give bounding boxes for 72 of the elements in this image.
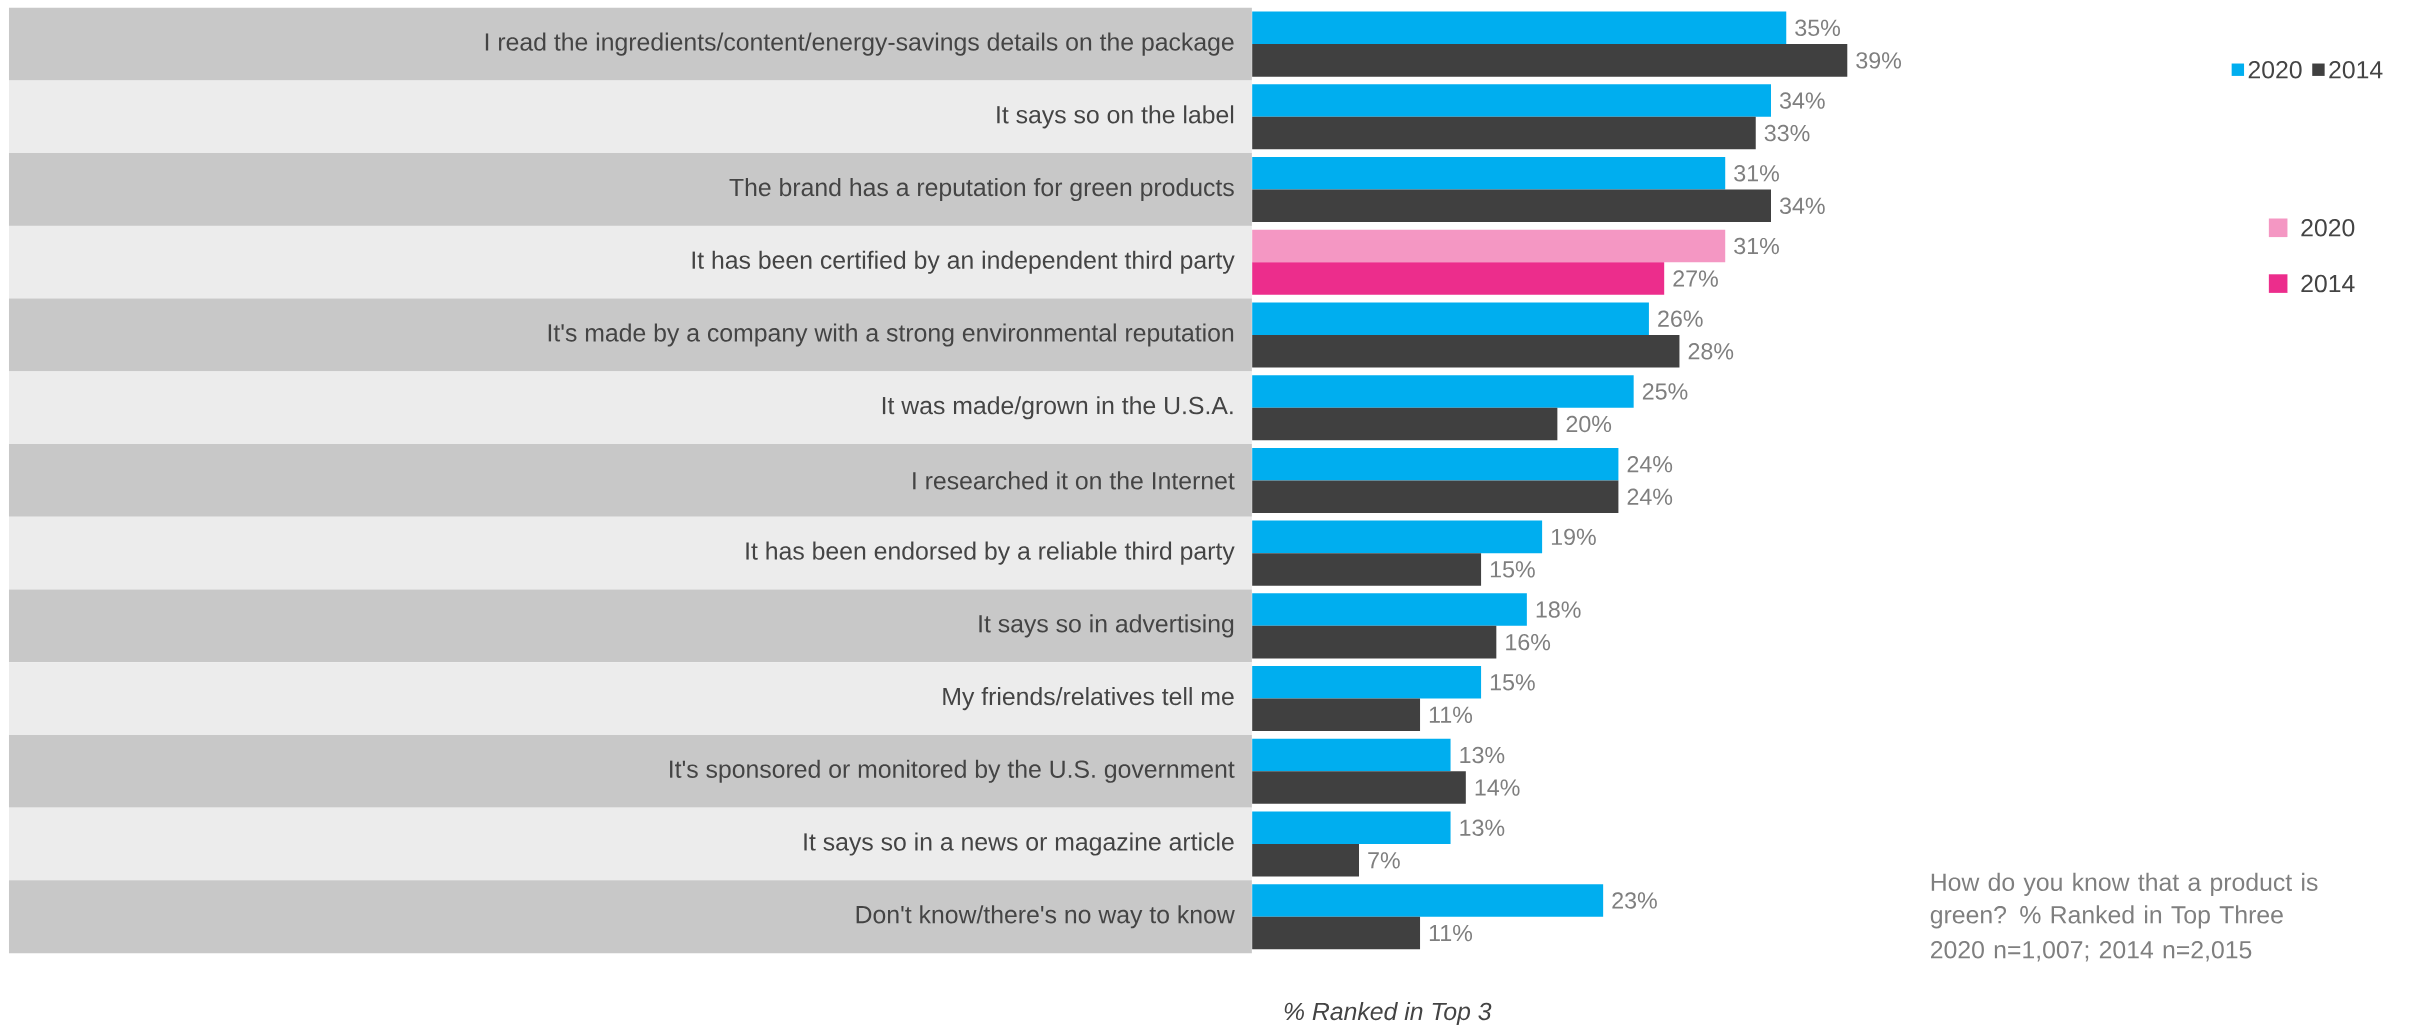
data-label: 11% [1429,924,1473,941]
y-tick-label: It says so in a news or magazine article [804,832,1234,856]
y-tick-label: I researched it on the Internet [913,471,1235,490]
bar [1252,447,1619,481]
y-tick-label: The brand has a reputation for green products [729,177,1234,201]
bar [1252,520,1543,553]
data-label: 19% [1551,528,1596,545]
data-label: 20% [1566,415,1612,432]
data-label: 15% [1490,561,1535,578]
data-label: 35% [1795,19,1840,36]
text: 2014 [2329,60,2383,79]
legend-label: 2014 [2301,274,2355,293]
data-label: 25% [1642,382,1688,400]
data-label: 39% [1856,51,1902,69]
bar [1252,738,1451,772]
y-tick-label: It has been certified by an independent third party [692,250,1235,274]
data-label: 31% [1734,237,1779,254]
bar [1252,883,1604,917]
data-label: 33% [1764,124,1810,142]
y-tick-label: I read the ingredients/content/energy-savings details on the package [485,32,1234,56]
data-label: 27% [1673,270,1718,287]
bar [1252,302,1649,335]
data-label: 13% [1460,819,1505,836]
bar [1252,11,1787,44]
bar [1252,480,1619,513]
y-tick-label: It says so in advertising [979,614,1234,638]
data-label: 34% [1779,92,1825,109]
y-tick-label: Don't know/there's no way to know [856,904,1235,929]
y-tick-label: It's sponsored or monitored by the U.S. government [670,759,1235,783]
bar [1252,407,1558,441]
y-tick-label: It was made/grown in the U.S.A. [882,395,1233,420]
bar [1252,771,1466,804]
bar [1252,811,1451,844]
bar [1252,116,1756,150]
y-tick-label: It says so on the label [997,105,1234,129]
data-label: 15% [1490,673,1535,691]
bar [1252,84,1771,117]
x-axis-title: % Ranked in Top 3 [1284,1001,1492,1025]
text: 2020 n=1,007; 2014 n=2,015 [1931,940,2252,962]
data-label: 13% [1460,746,1505,764]
bar [1252,593,1527,626]
data-label: 26% [1658,310,1703,327]
data-label: 31% [1734,164,1779,182]
bar [1252,625,1497,659]
bar [1252,43,1848,77]
data-label: 28% [1688,342,1734,360]
data-label: 16% [1506,633,1551,651]
text: How do you know that a product is green? % Ranked in Top Three [1930,872,2318,929]
bar [1252,262,1665,295]
data-label: 23% [1612,891,1657,909]
bar [1252,374,1634,408]
y-tick-label: My friends/relatives tell me [943,686,1234,710]
data-label: 24% [1627,455,1673,473]
bar [1252,916,1421,950]
bar [1252,698,1421,731]
data-label: 24% [1627,488,1673,505]
text: 2020 [2301,218,2355,237]
data-label: 11% [1429,706,1473,723]
bar [1252,229,1726,263]
data-label: 18% [1536,601,1581,618]
y-tick-label: It has been endorsed by a reliable third party [746,541,1235,565]
bar [1252,843,1360,877]
bar [1252,156,1726,190]
y-tick-label: It's made by a company with a strong environmental reputation [548,323,1234,347]
bar [1252,665,1482,699]
legend-label: 2020 [2248,60,2302,79]
data-label: 14% [1475,779,1520,796]
data-label: 7% [1368,851,1400,869]
data-label: 34% [1779,197,1825,214]
bar [1252,334,1680,368]
bar [1252,189,1771,222]
bar [1252,552,1482,586]
